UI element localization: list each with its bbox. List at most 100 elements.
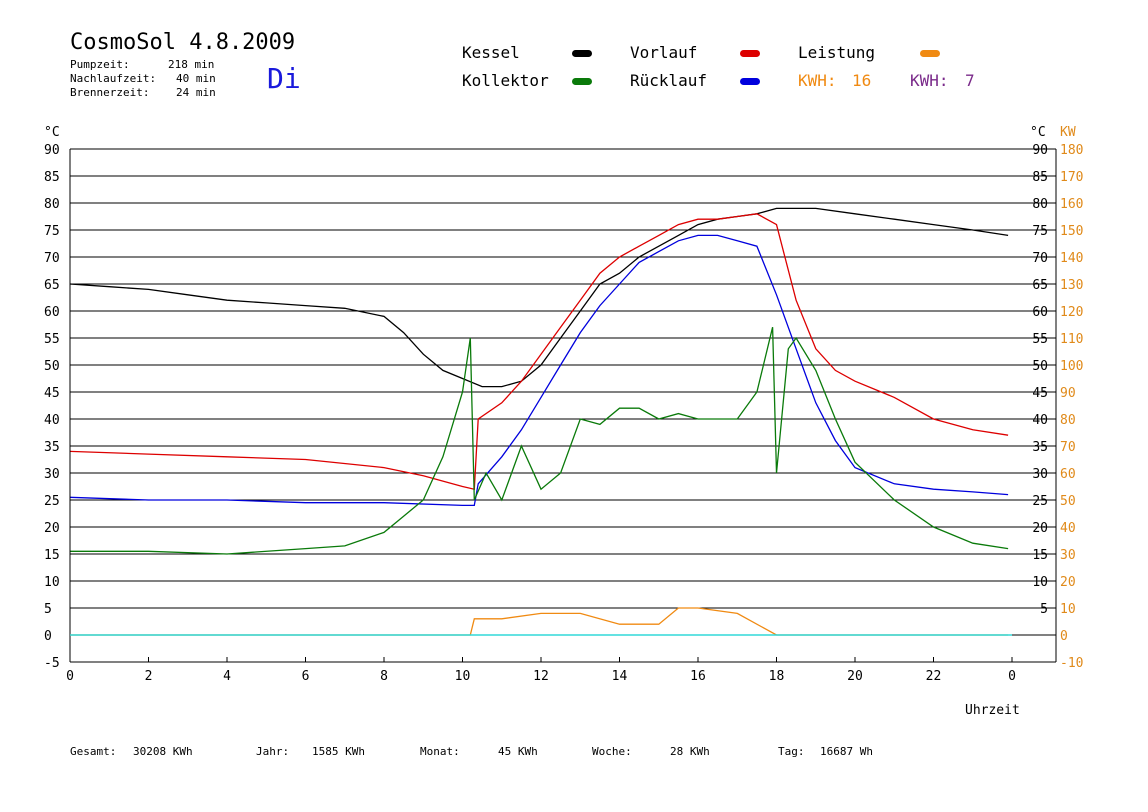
y-tick-right-temp: 30: [1032, 467, 1048, 482]
x-tick-label: 6: [302, 669, 310, 684]
burner-time-label: Brennerzeit:: [70, 86, 150, 99]
week-label: Woche:: [592, 745, 632, 758]
y-tick-right-temp: 75: [1032, 224, 1048, 239]
x-tick-label: 0: [1008, 669, 1016, 684]
y-tick-left: 60: [44, 305, 60, 320]
y-tick-right-temp: 60: [1032, 305, 1048, 320]
y-tick-right-temp: 65: [1032, 278, 1048, 293]
legend-kessel-swatch: [572, 50, 592, 57]
y-tick-right-power: 60: [1060, 467, 1076, 482]
legend-kwh-solar-label: KWH:: [798, 71, 837, 90]
series-line-leistung: [70, 607, 1009, 636]
x-axis-label: Uhrzeit: [965, 703, 1020, 718]
y-axis-label-right-temp: °C: [1030, 125, 1046, 140]
x-tick-label: 2: [145, 669, 153, 684]
y-tick-right-temp: 15: [1032, 548, 1048, 563]
y-tick-right-power: 50: [1060, 494, 1076, 509]
legend-vorlauf-swatch: [740, 50, 760, 57]
y-tick-right-temp: 5: [1040, 602, 1048, 617]
y-tick-left: 55: [44, 332, 60, 347]
legend-leistung-swatch: [920, 50, 940, 57]
legend-leistung-label: Leistung: [798, 43, 876, 62]
x-tick-label: 4: [223, 669, 231, 684]
y-tick-right-power: 90: [1060, 386, 1076, 401]
month-value: 45 KWh: [498, 745, 538, 758]
y-tick-right-temp: 90: [1032, 143, 1048, 158]
legend-kwh-burner-value: 7: [965, 71, 975, 90]
pump-time-label: Pumpzeit:: [70, 58, 130, 71]
series-line-kollektor: [70, 327, 1009, 555]
legend-kwh-solar-value: 16: [852, 71, 872, 90]
series-line-vorlauf: [69, 213, 1009, 491]
legend-ruecklauf-swatch: [740, 78, 760, 85]
y-tick-right-power: 170: [1060, 170, 1083, 185]
y-tick-right-temp: 35: [1032, 440, 1048, 455]
y-tick-right-power: 80: [1060, 413, 1076, 428]
burner-time-value: 24 min: [176, 86, 216, 99]
y-axis-label-right-power: KW: [1060, 125, 1076, 140]
series-line-kessel: [69, 207, 1009, 388]
y-tick-right-temp: 70: [1032, 251, 1048, 266]
total-label: Gesamt:: [70, 745, 117, 758]
day-value: 16687 Wh: [820, 745, 873, 758]
y-tick-right-power: 70: [1060, 440, 1076, 455]
y-tick-right-temp: 25: [1032, 494, 1048, 509]
y-tick-left: 20: [44, 521, 60, 536]
y-tick-right-power: 140: [1060, 251, 1083, 266]
follow-time-value: 40 min: [176, 72, 216, 85]
x-tick-label: 20: [847, 669, 863, 684]
y-tick-left: 85: [44, 170, 60, 185]
y-tick-right-temp: 10: [1032, 575, 1048, 590]
legend-kollektor-swatch: [572, 78, 592, 85]
month-label: Monat:: [420, 745, 460, 758]
x-tick-label: 16: [690, 669, 706, 684]
legend-kwh-burner-label: KWH:: [910, 71, 949, 90]
y-tick-left: 50: [44, 359, 60, 374]
follow-time-label: Nachlaufzeit:: [70, 72, 157, 85]
y-tick-left: 30: [44, 467, 60, 482]
pump-time-value: 218 min: [168, 58, 215, 71]
y-tick-right-power: 30: [1060, 548, 1076, 563]
y-tick-left: 40: [44, 413, 60, 428]
y-tick-right-temp: 55: [1032, 332, 1048, 347]
series-line-r-cklauf: [69, 234, 1009, 507]
y-tick-right-power: -10: [1060, 656, 1083, 671]
y-tick-right-power: 10: [1060, 602, 1076, 617]
x-tick-label: 14: [612, 669, 628, 684]
x-tick-label: 22: [926, 669, 942, 684]
y-tick-right-temp: 40: [1032, 413, 1048, 428]
axis-tick-labels: 908580757065605550454035302520151050-590…: [44, 125, 1083, 718]
y-tick-right-temp: 85: [1032, 170, 1048, 185]
y-tick-left: 15: [44, 548, 60, 563]
year-label: Jahr:: [256, 745, 290, 758]
y-tick-left: 65: [44, 278, 60, 293]
legend-ruecklauf-label: Rücklauf: [630, 71, 708, 90]
x-tick-label: 18: [769, 669, 785, 684]
y-tick-right-temp: 50: [1032, 359, 1048, 374]
y-tick-right-power: 130: [1060, 278, 1083, 293]
y-tick-right-power: 120: [1060, 305, 1083, 320]
y-tick-left: 90: [44, 143, 60, 158]
y-tick-left: 35: [44, 440, 60, 455]
y-tick-right-power: 100: [1060, 359, 1083, 374]
y-tick-right-power: 150: [1060, 224, 1083, 239]
day-label: Tag:: [778, 745, 805, 758]
y-tick-right-temp: 20: [1032, 521, 1048, 536]
y-axis-label-left: °C: [44, 125, 60, 140]
y-tick-right-power: 160: [1060, 197, 1083, 212]
axis-lines: [69, 149, 1057, 662]
x-tick-label: 0: [66, 669, 74, 684]
y-tick-left: 5: [44, 602, 52, 617]
y-tick-right-temp: 80: [1032, 197, 1048, 212]
week-value: 28 KWh: [670, 745, 710, 758]
y-tick-right-power: 110: [1060, 332, 1083, 347]
y-tick-left: 70: [44, 251, 60, 266]
legend-vorlauf-label: Vorlauf: [630, 43, 698, 62]
chart-title: CosmoSol 4.8.2009: [70, 30, 296, 55]
x-tick-label: 10: [455, 669, 471, 684]
y-tick-left: -5: [44, 656, 60, 671]
legend-kollektor-label: Kollektor: [462, 71, 549, 90]
y-tick-left: 75: [44, 224, 60, 239]
data-series: [69, 207, 1009, 636]
